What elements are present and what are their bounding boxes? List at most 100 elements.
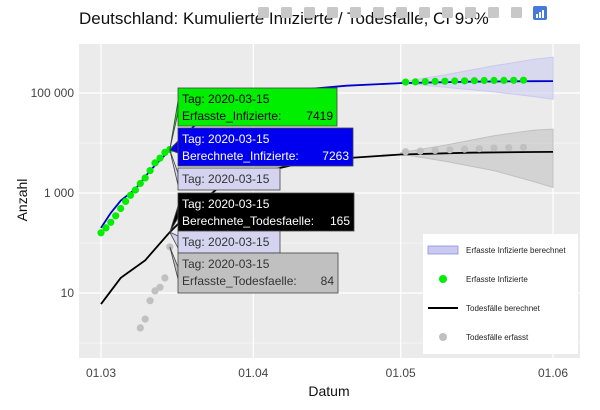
data-point[interactable] (122, 197, 130, 205)
box-select-icon[interactable] (327, 7, 338, 18)
data-point[interactable] (156, 283, 164, 291)
tooltip-value: 84 (321, 274, 335, 288)
observed-points (97, 76, 528, 332)
autoscale-icon[interactable] (419, 7, 430, 18)
axes: 01.03 01.04 01.05 01.06 10 1 000 100 000 (31, 86, 569, 380)
data-point[interactable] (126, 191, 135, 199)
data-point[interactable] (402, 78, 410, 86)
data-point[interactable] (136, 324, 144, 332)
data-point[interactable] (480, 76, 488, 85)
data-point[interactable] (441, 77, 449, 85)
tooltip: Tag: 2020-03-15 Berechnete_Todesfaelle: 16… (169, 192, 355, 233)
tooltip: Tag: 2020-03-15 Berechnete_Infizierte: 726… (169, 127, 354, 167)
data-point[interactable] (461, 145, 469, 153)
tooltip-value: 165 (330, 214, 350, 228)
zoom-out-icon[interactable] (396, 7, 407, 18)
data-point[interactable] (141, 174, 149, 182)
data-point[interactable] (505, 144, 513, 152)
data-point[interactable] (146, 167, 154, 175)
data-point[interactable] (500, 76, 508, 84)
tooltip-day: Tag: 2020-03-15 (182, 172, 270, 186)
chart-title: Deutschland: Kumulierte Infizierte / Tod… (79, 9, 489, 28)
data-point[interactable] (131, 186, 139, 194)
tooltip-value: 7263 (322, 149, 349, 163)
tooltip-box (177, 87, 338, 127)
tooltip-day: Tag: 2020-03-15 (182, 235, 270, 249)
legend-item[interactable]: Erfasste Infizierte (439, 275, 528, 284)
data-point[interactable] (136, 179, 144, 188)
tooltip-label: Erfasste_Todesfaelle: (182, 274, 297, 288)
y-tick-label: 10 (61, 286, 75, 300)
y-tick-label: 100 000 (31, 86, 75, 100)
data-point[interactable] (411, 78, 419, 86)
modebar[interactable] (258, 6, 547, 20)
data-point[interactable] (416, 147, 424, 155)
data-point[interactable] (475, 145, 483, 153)
data-point[interactable] (446, 146, 454, 154)
data-point[interactable] (102, 224, 110, 232)
data-point[interactable] (461, 77, 469, 85)
zoom-in-icon[interactable] (373, 7, 384, 18)
legend-item[interactable]: Todesfälle berechnet (428, 304, 541, 313)
zoom-icon[interactable] (281, 7, 292, 18)
data-point[interactable] (146, 297, 154, 305)
data-point[interactable] (161, 274, 169, 282)
camera-icon[interactable] (258, 7, 269, 18)
legend[interactable]: Erfasste Infizierte berechnet Erfasste In… (423, 234, 578, 354)
data-point[interactable] (519, 143, 528, 151)
data-point[interactable] (451, 77, 459, 85)
tooltip-box (177, 127, 354, 167)
tooltip: Tag: 2020-03-15 (168, 230, 281, 254)
tooltip-day: Tag: 2020-03-15 (182, 257, 270, 271)
data-point[interactable] (431, 77, 439, 85)
data-point[interactable] (490, 144, 498, 152)
modebar-button (304, 7, 315, 18)
data-point[interactable] (519, 76, 528, 84)
legend-swatch (439, 333, 447, 341)
legend-label: Todesfälle erfasst (466, 333, 529, 342)
tooltip-box (177, 252, 339, 294)
legend-item[interactable]: Todesfälle erfasst (439, 333, 529, 342)
reset-axes-icon[interactable] (442, 7, 453, 18)
data-point[interactable] (156, 154, 164, 162)
x-tick-label: 01.03 (86, 366, 116, 380)
tooltip-day: Tag: 2020-03-15 (182, 132, 270, 146)
data-point[interactable] (402, 148, 410, 156)
data-point[interactable] (117, 204, 125, 213)
legend-swatch (427, 245, 459, 255)
plotly-logo-bar (539, 12, 541, 18)
legend-item[interactable]: Erfasste Infizierte berechnet (427, 245, 566, 255)
tooltip-label: Berechnete_Infizierte: (182, 149, 299, 163)
data-point[interactable] (107, 218, 115, 226)
data-point[interactable] (112, 212, 120, 220)
data-point[interactable] (151, 287, 159, 295)
data-point[interactable] (431, 146, 439, 154)
x-axis-label: Datum (308, 383, 349, 399)
tooltip-label: Erfasste_Infizierte: (182, 109, 281, 123)
tooltip-day: Tag: 2020-03-15 (182, 197, 270, 211)
ci-band (400, 128, 554, 188)
modebar-button (442, 7, 453, 18)
lasso-icon[interactable] (350, 7, 361, 18)
data-point[interactable] (421, 78, 429, 86)
pan-icon[interactable] (304, 7, 315, 18)
plotly-logo-bar (536, 14, 538, 18)
modebar-button (281, 7, 292, 18)
data-point[interactable] (141, 315, 149, 323)
plotly-logo-bar (542, 10, 544, 18)
hover-compare-icon[interactable] (511, 7, 522, 18)
tooltip-label: Berechnete_Todesfaelle: (182, 214, 314, 228)
data-point[interactable] (97, 229, 105, 237)
data-point[interactable] (470, 77, 478, 85)
data-point[interactable] (510, 76, 518, 84)
tooltip: Tag: 2020-03-15 (169, 149, 281, 191)
legend-label: Erfasste Infizierte (466, 275, 528, 284)
hover-closest-icon[interactable] (488, 7, 499, 18)
plotly-logo-icon[interactable] (533, 6, 547, 20)
legend-swatch (439, 275, 447, 283)
data-point[interactable] (151, 159, 159, 167)
spike-lines-icon[interactable] (465, 7, 476, 18)
data-point[interactable] (490, 76, 498, 84)
